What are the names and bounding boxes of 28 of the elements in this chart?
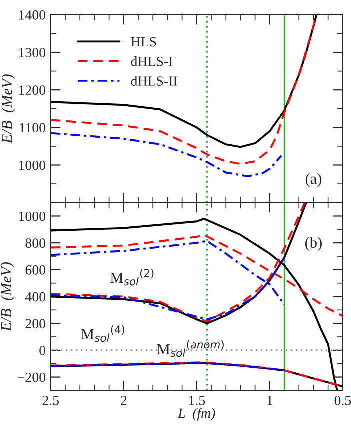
annotation: M$_{sol}$$^{(2)}$ (110, 269, 154, 286)
y-tick-label: 1100 (20, 123, 46, 133)
x-tick-label: 0.5 (334, 396, 351, 406)
y-tick-label: 400 (25, 292, 46, 302)
annotation: (b) (305, 237, 322, 252)
y-tick-label: 1200 (19, 86, 46, 96)
y-tick-label: −200 (18, 372, 46, 382)
x-axis-title: L (fm) (178, 408, 216, 421)
legend-label: dHLS-I (131, 56, 173, 66)
y-tick-label: 1400 (19, 10, 46, 20)
annotation: (a) (306, 173, 322, 188)
y-tick-label: 1000 (19, 212, 46, 222)
x-tick-label: 2 (121, 396, 127, 406)
y-tick-label: 600 (26, 266, 46, 275)
x-tick-label: 1 (268, 396, 273, 406)
annotation: M$_{sol}$$^{(4)}$ (81, 325, 125, 342)
legend-label: dHLS-II (131, 76, 178, 86)
y-tick-label: 1000 (19, 160, 46, 170)
y-tick-label: 1300 (19, 48, 46, 58)
y-tick-label: 0 (40, 346, 46, 356)
legend-label: HLS (131, 37, 156, 47)
annotation: M$_{sol}$$^{(anom)}$ (157, 340, 224, 358)
y-tick-label: 800 (26, 238, 46, 248)
y-axis-title: E/B (MeV) (2, 74, 16, 144)
y-tick-label: 200 (26, 319, 46, 329)
y-axis-title: E/B (MeV) (0, 262, 15, 332)
x-tick-label: 1.5 (189, 396, 206, 406)
x-tick-label: 2.5 (42, 396, 60, 406)
